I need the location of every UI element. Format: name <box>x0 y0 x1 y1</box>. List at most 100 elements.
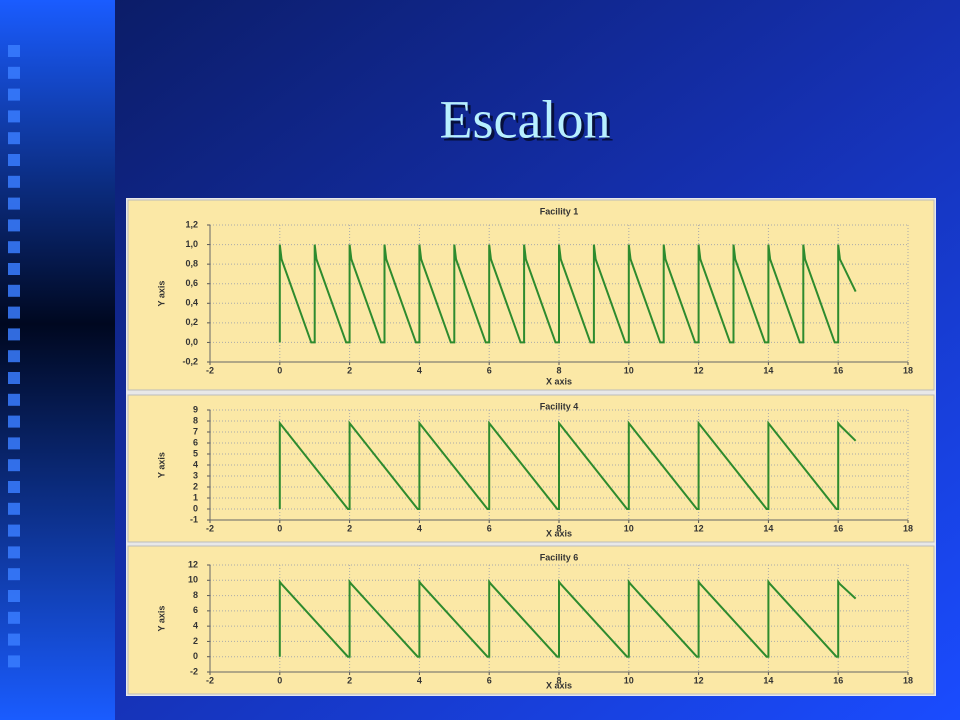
x-tick-label: 18 <box>903 365 913 375</box>
x-tick-label: 14 <box>763 523 773 533</box>
x-tick-label: -2 <box>206 365 214 375</box>
y-tick-label: 8 <box>193 415 198 425</box>
y-axis-label: Y axis <box>156 452 166 478</box>
x-tick-label: -2 <box>206 675 214 685</box>
y-axis-label: Y axis <box>156 281 166 307</box>
y-tick-label: 10 <box>188 575 198 585</box>
x-tick-label: 6 <box>487 675 492 685</box>
y-tick-label: 6 <box>193 437 198 447</box>
square <box>8 437 20 450</box>
x-tick-label: 14 <box>763 365 773 375</box>
square <box>8 110 20 123</box>
square <box>8 568 20 581</box>
chart-title: Facility 1 <box>540 206 579 216</box>
square <box>8 154 20 166</box>
y-tick-label: 1,0 <box>185 239 198 249</box>
x-tick-label: 8 <box>556 523 561 533</box>
y-tick-label: -2 <box>190 666 198 676</box>
square <box>8 611 20 624</box>
y-tick-label: 6 <box>193 605 198 615</box>
x-tick-label: 18 <box>903 523 913 533</box>
square <box>8 284 20 297</box>
x-tick-label: 18 <box>903 675 913 685</box>
x-axis-label: X axis <box>546 680 572 690</box>
x-tick-label: 2 <box>347 523 352 533</box>
y-axis-label: Y axis <box>156 606 166 632</box>
square <box>8 393 20 406</box>
square <box>8 415 20 428</box>
y-tick-label: 4 <box>193 621 198 631</box>
square <box>8 175 20 188</box>
y-tick-label: 7 <box>193 426 198 436</box>
y-tick-label: 12 <box>188 559 198 569</box>
panel <box>127 199 935 391</box>
square <box>8 459 20 472</box>
data-line <box>278 578 857 658</box>
x-tick-label: 0 <box>277 365 282 375</box>
square <box>8 350 20 363</box>
y-tick-label: 0 <box>193 503 198 513</box>
square <box>8 502 20 515</box>
x-tick-label: 8 <box>556 365 561 375</box>
square <box>8 263 20 275</box>
square <box>8 590 20 602</box>
square <box>8 219 20 232</box>
x-tick-label: 4 <box>417 675 422 685</box>
x-tick-label: 0 <box>277 523 282 533</box>
x-tick-label: 10 <box>624 675 634 685</box>
x-tick-label: 2 <box>347 365 352 375</box>
y-tick-label: 2 <box>193 636 198 646</box>
x-tick-label: 16 <box>833 675 843 685</box>
data-line <box>278 244 857 344</box>
y-tick-label: -0,2 <box>182 356 198 366</box>
x-tick-label: -2 <box>206 523 214 533</box>
y-tick-label: 0,2 <box>185 317 198 327</box>
y-tick-label: 1 <box>193 492 198 502</box>
y-tick-label: 0 <box>193 651 198 661</box>
decoration <box>8 45 20 668</box>
square <box>8 197 20 210</box>
square <box>8 328 20 341</box>
x-axis-label: X axis <box>546 528 572 538</box>
x-tick-label: 0 <box>277 675 282 685</box>
panel <box>127 545 935 695</box>
x-tick-label: 16 <box>833 523 843 533</box>
title-shadow: Escalon <box>443 92 614 152</box>
square <box>8 306 20 319</box>
square <box>8 481 20 493</box>
y-tick-label: 0,4 <box>185 298 198 308</box>
slide-title: Escalon <box>440 89 611 149</box>
x-tick-label: 8 <box>556 675 561 685</box>
square <box>8 132 20 145</box>
y-tick-label: 8 <box>193 590 198 600</box>
y-tick-label: 0,0 <box>185 337 198 347</box>
x-axis-label: X axis <box>546 376 572 386</box>
chart-title: Facility 4 <box>540 401 579 411</box>
x-tick-label: 14 <box>763 675 773 685</box>
square <box>8 655 20 668</box>
x-tick-label: 10 <box>624 365 634 375</box>
x-tick-label: 12 <box>694 523 704 533</box>
x-tick-label: 6 <box>487 523 492 533</box>
y-tick-label: 4 <box>193 459 198 469</box>
x-tick-label: 10 <box>624 523 634 533</box>
chart-title: Facility 6 <box>540 552 579 562</box>
x-tick-label: 2 <box>347 675 352 685</box>
x-tick-label: 16 <box>833 365 843 375</box>
y-tick-label: 2 <box>193 481 198 491</box>
square <box>8 546 20 559</box>
x-tick-label: 4 <box>417 365 422 375</box>
square <box>8 88 20 101</box>
data-line <box>278 420 857 510</box>
square <box>8 66 20 79</box>
y-tick-label: -1 <box>190 514 198 524</box>
y-tick-label: 1,2 <box>185 219 198 229</box>
square <box>8 524 20 537</box>
square <box>8 45 20 57</box>
square <box>8 241 20 254</box>
square <box>8 633 20 646</box>
y-tick-label: 3 <box>193 470 198 480</box>
y-tick-label: 0,8 <box>185 259 198 269</box>
x-tick-label: 12 <box>694 675 704 685</box>
